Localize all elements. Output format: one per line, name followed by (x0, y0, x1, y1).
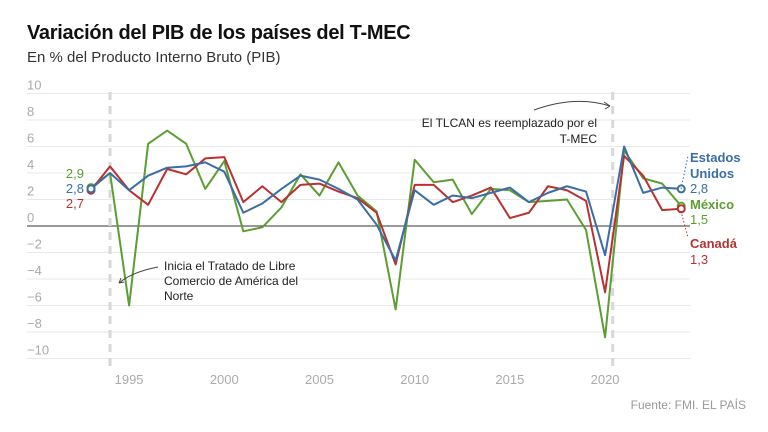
us-name-label-1: Estados (690, 150, 741, 165)
x-tick-label: 1995 (115, 372, 144, 387)
y-tick-label: 2 (27, 184, 34, 199)
canada-start-label: 2,7 (66, 196, 84, 211)
nafta-start-arrowhead (118, 277, 125, 284)
mexico-start-label: 2,9 (66, 166, 84, 181)
source-note: Fuente: FMI. EL PAÍS (630, 398, 746, 412)
nafta-start-annotation-1: Inicia el Tratado de Libre (164, 259, 296, 273)
chart-title: Variación del PIB de los países del T-ME… (27, 22, 411, 44)
mexico-end-label: 1,5 (690, 212, 708, 227)
y-tick-label: 6 (27, 131, 34, 146)
x-tick-label: 2020 (591, 372, 620, 387)
us-start-label: 2,8 (66, 181, 84, 196)
us-end-label: 2,8 (690, 181, 708, 196)
y-tick-label: −2 (27, 237, 42, 252)
canada-series-line (90, 154, 682, 294)
y-tick-label: −4 (27, 263, 42, 278)
mexico-series-line (90, 129, 683, 339)
us-name-label-2: Unidos (690, 166, 734, 181)
x-tick-label: 2005 (305, 372, 334, 387)
tmec-annotation-1: El TLCAN es reemplazado por el (422, 116, 597, 130)
x-tick-label: 2000 (210, 372, 239, 387)
mexico-name-label: México (690, 197, 734, 212)
x-tick-label: 2015 (495, 372, 524, 387)
y-tick-label: 8 (27, 104, 34, 119)
us-leader-line (680, 155, 689, 190)
nafta-start-annotation-3: Norte (164, 289, 194, 303)
tmec-arrowhead (603, 101, 611, 110)
y-tick-label: 4 (27, 157, 34, 172)
y-tick-label: −6 (27, 290, 42, 305)
y-tick-label: −10 (27, 343, 49, 358)
nafta-start-arrow (118, 266, 159, 284)
us-endpoint-marker (86, 184, 96, 194)
x-tick-label: 2010 (400, 372, 429, 387)
y-tick-label: 0 (27, 210, 34, 225)
canada-name-label: Canadá (690, 236, 738, 251)
nafta-start-annotation-2: Comercio de América del (164, 274, 298, 288)
canada-leader-line (680, 210, 689, 239)
y-tick-label: 10 (27, 78, 41, 93)
us-series-line (90, 145, 682, 262)
canada-end-label: 1,3 (690, 252, 708, 267)
tmec-arrow (533, 100, 611, 111)
tmec-annotation-2: T-MEC (560, 132, 598, 146)
chart-subtitle: En % del Producto Interno Bruto (PIB) (27, 49, 281, 66)
y-tick-label: −8 (27, 316, 42, 331)
